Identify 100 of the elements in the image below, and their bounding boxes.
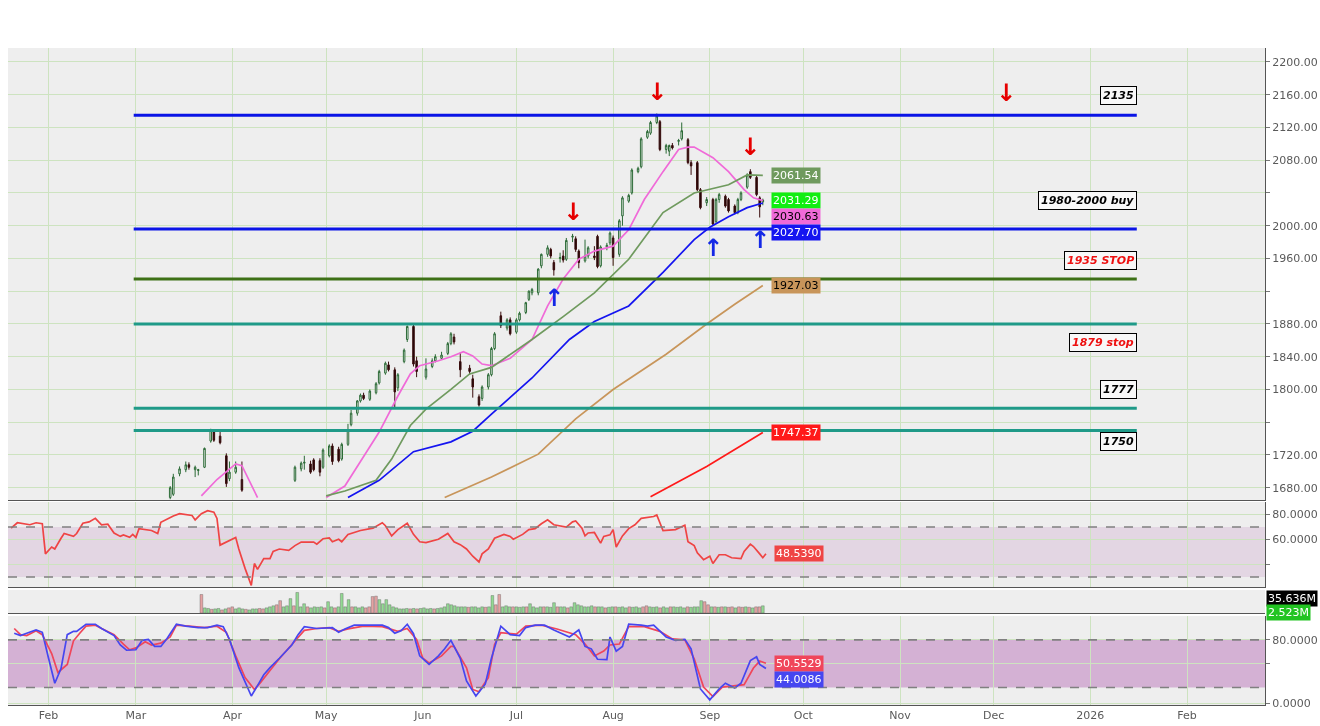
y-tick-label: 60.0000 <box>1272 533 1318 547</box>
candlestick <box>368 388 372 402</box>
y-tick-label: 80.0000 <box>1272 508 1318 522</box>
bar <box>740 606 744 613</box>
bar <box>398 608 402 613</box>
bar <box>490 595 495 613</box>
candlestick <box>331 443 334 466</box>
bar <box>689 606 693 613</box>
y-tick-label: 1800.00 <box>1272 383 1318 397</box>
candlestick <box>402 348 406 364</box>
candlestick <box>745 172 749 190</box>
candlestick <box>393 366 397 408</box>
bar <box>504 605 508 613</box>
candlestick <box>405 325 409 343</box>
bar <box>271 605 275 613</box>
candlestick <box>309 460 312 475</box>
bar <box>528 603 532 613</box>
bar <box>589 605 594 613</box>
data-label: 48.5390 <box>776 547 822 560</box>
bar <box>518 606 522 613</box>
bar <box>305 606 310 613</box>
x-tick-label: Aug <box>602 709 624 723</box>
data-label: 2061.54 <box>773 169 819 182</box>
bar <box>381 603 385 613</box>
bar <box>535 607 539 613</box>
bar <box>477 607 481 613</box>
bar <box>384 599 388 613</box>
bar <box>737 606 741 613</box>
x-tick-label: Dec <box>982 709 1005 723</box>
candlestick <box>733 203 737 215</box>
bar <box>466 606 471 613</box>
candlestick <box>193 465 197 478</box>
candlestick <box>387 361 390 372</box>
bar <box>507 606 512 613</box>
text: 2031.29 <box>773 194 819 207</box>
candlestick <box>312 457 315 472</box>
ref-line-label: 1750 <box>1103 435 1134 448</box>
x-tick-label: Oct <box>793 709 814 723</box>
y-tick-label: 2000.00 <box>1272 219 1318 233</box>
data-label: 1927.03 <box>773 279 819 292</box>
bar <box>685 606 690 613</box>
candlestick <box>627 193 630 204</box>
candlestick <box>630 167 634 196</box>
candlestick <box>459 352 462 378</box>
bar <box>223 608 228 613</box>
candlestick <box>755 175 758 197</box>
candlestick <box>546 244 549 258</box>
bar <box>353 606 358 613</box>
x-tick-label: Jul <box>508 709 524 723</box>
text: 2.523M <box>1268 606 1309 619</box>
bar <box>264 607 269 613</box>
bar <box>227 607 231 613</box>
candlestick <box>240 461 244 493</box>
bar <box>750 607 755 613</box>
bar <box>730 606 734 613</box>
candlestick <box>527 289 531 302</box>
candlestick <box>480 384 484 402</box>
x-tick-label: Nov <box>889 709 912 723</box>
bar <box>754 606 758 613</box>
ref-line-label: 1879 stop <box>1072 336 1134 349</box>
bar <box>552 602 556 613</box>
bar <box>548 606 553 613</box>
bar <box>199 594 204 613</box>
bar <box>326 601 330 613</box>
bar <box>706 604 710 613</box>
candlestick <box>667 144 671 157</box>
candlestick <box>561 249 565 264</box>
bar <box>209 609 214 613</box>
bar <box>648 606 652 613</box>
candlestick <box>727 197 730 214</box>
x-tick-label: Sep <box>699 709 721 723</box>
y-tick-label: 1880.00 <box>1272 317 1318 331</box>
bar <box>538 606 542 613</box>
x-tick-label: May <box>314 709 339 723</box>
bar <box>709 606 714 613</box>
bar <box>374 595 378 613</box>
y-tick-label: 1840.00 <box>1272 350 1318 364</box>
bar <box>583 606 587 613</box>
candlestick <box>705 196 708 207</box>
bar <box>473 606 477 613</box>
bar <box>555 606 560 613</box>
bar <box>237 607 241 613</box>
annotation: ↓ <box>740 133 761 161</box>
annotation: ↑ <box>544 284 565 312</box>
bar <box>761 605 765 613</box>
y-tick-label: 2120.00 <box>1272 121 1318 135</box>
bar <box>360 606 364 613</box>
candlestick <box>549 247 552 259</box>
bar <box>442 606 447 613</box>
bar <box>411 608 416 613</box>
bar <box>453 605 457 613</box>
candlestick <box>187 461 191 471</box>
candlestick <box>362 392 365 401</box>
bar <box>319 606 323 613</box>
ref-line-label: 1935 STOP <box>1067 254 1135 267</box>
bar <box>295 592 299 613</box>
candlestick <box>596 234 599 269</box>
bar <box>572 602 577 613</box>
candlestick <box>636 166 640 174</box>
bar <box>435 608 440 613</box>
